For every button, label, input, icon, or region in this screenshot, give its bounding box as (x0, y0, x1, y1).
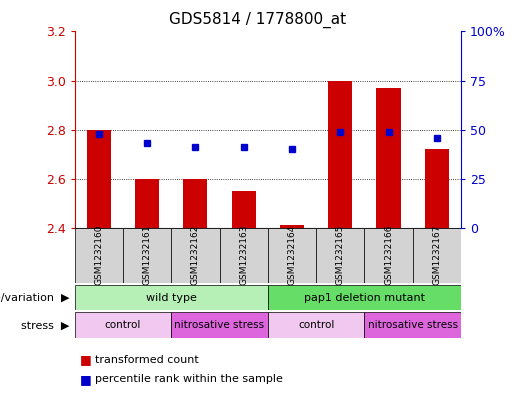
Bar (123, 228, 171, 283)
Text: GSM1232167: GSM1232167 (432, 224, 441, 285)
Text: genotype/variation  ▶: genotype/variation ▶ (0, 293, 70, 303)
Bar (268, 228, 316, 283)
Text: ■: ■ (80, 373, 92, 386)
Bar (219, 228, 268, 283)
Bar (87, 130, 111, 228)
Bar (316, 228, 365, 283)
Text: control: control (105, 320, 141, 330)
Bar (232, 191, 256, 228)
Bar (365, 228, 413, 283)
Bar (425, 149, 449, 228)
Text: nitrosative stress: nitrosative stress (175, 320, 265, 330)
Bar (171, 228, 219, 283)
Text: GSM1232160: GSM1232160 (94, 224, 104, 285)
Bar (268, 285, 461, 310)
Bar (365, 312, 461, 338)
Bar (413, 228, 461, 283)
Bar (268, 312, 365, 338)
Text: stress  ▶: stress ▶ (21, 320, 70, 330)
Text: GSM1232163: GSM1232163 (239, 224, 248, 285)
Text: GSM1232164: GSM1232164 (287, 224, 297, 285)
Bar (280, 226, 304, 228)
Text: GDS5814 / 1778800_at: GDS5814 / 1778800_at (169, 12, 346, 28)
Text: GSM1232162: GSM1232162 (191, 224, 200, 285)
Text: transformed count: transformed count (95, 354, 199, 365)
Bar (75, 285, 268, 310)
Bar (183, 179, 208, 228)
Text: percentile rank within the sample: percentile rank within the sample (95, 374, 283, 384)
Text: GSM1232166: GSM1232166 (384, 224, 393, 285)
Text: ■: ■ (80, 353, 92, 366)
Text: GSM1232165: GSM1232165 (336, 224, 345, 285)
Text: wild type: wild type (146, 293, 197, 303)
Text: nitrosative stress: nitrosative stress (368, 320, 458, 330)
Bar (376, 88, 401, 228)
Bar (135, 179, 159, 228)
Text: control: control (298, 320, 334, 330)
Text: pap1 deletion mutant: pap1 deletion mutant (304, 293, 425, 303)
Text: GSM1232161: GSM1232161 (143, 224, 151, 285)
Bar (171, 312, 268, 338)
Bar (75, 312, 171, 338)
Bar (328, 81, 352, 228)
Bar (75, 228, 123, 283)
